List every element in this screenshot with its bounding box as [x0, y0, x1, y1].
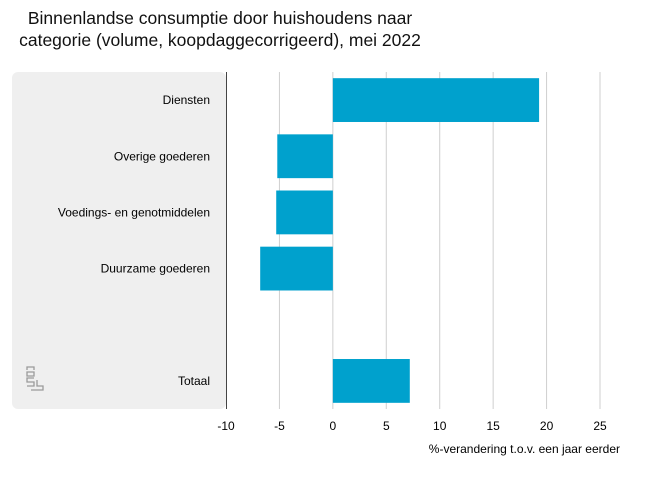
x-tick-label: -5 — [274, 419, 285, 433]
bar — [332, 359, 410, 403]
x-tick-labels: -10 -5 0 5 10 15 20 25 — [217, 419, 607, 433]
x-tick-label: 20 — [540, 419, 554, 433]
category-label: Voedings- en genotmiddelen — [58, 205, 210, 219]
x-axis-label: %-verandering t.o.v. een jaar eerder — [428, 442, 620, 456]
gridlines — [278, 72, 601, 409]
bar — [276, 190, 333, 235]
category-label: Duurzame goederen — [101, 262, 210, 276]
chart-title: Binnenlandse consumptie door huishoudens… — [0, 7, 440, 51]
category-label: Diensten — [163, 93, 210, 107]
x-tick-label: -10 — [217, 419, 235, 433]
x-tick-label: 10 — [433, 419, 447, 433]
bar — [332, 78, 540, 122]
category-label: Overige goederen — [114, 149, 210, 163]
chart-title-line-2: categorie (volume, koopdaggecorrigeerd),… — [19, 30, 421, 50]
x-tick-label: 15 — [486, 419, 500, 433]
bar — [260, 246, 333, 291]
category-labels: Diensten Overige goederen Voedings- en gen… — [58, 93, 210, 388]
x-tick-label: 25 — [593, 419, 607, 433]
category-label: Totaal — [178, 374, 210, 388]
x-tick-label: 5 — [383, 419, 390, 433]
x-tick-label: 0 — [330, 419, 337, 433]
category-label-panel — [12, 72, 226, 409]
chart-title-line-1: Binnenlandse consumptie door huishoudens… — [27, 8, 413, 28]
bars — [260, 78, 540, 403]
bar — [277, 134, 333, 179]
cbs-logo-icon — [26, 366, 44, 391]
